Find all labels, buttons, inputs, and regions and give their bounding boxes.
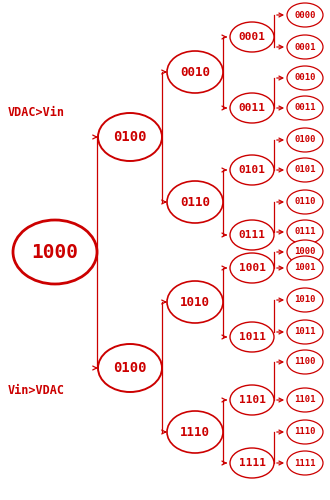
Ellipse shape xyxy=(287,350,323,374)
Ellipse shape xyxy=(287,256,323,280)
Ellipse shape xyxy=(287,190,323,214)
Text: 1110: 1110 xyxy=(180,426,210,438)
Text: 0011: 0011 xyxy=(239,103,266,113)
Ellipse shape xyxy=(167,181,223,223)
Text: 1001: 1001 xyxy=(294,264,316,272)
Ellipse shape xyxy=(287,388,323,412)
Ellipse shape xyxy=(287,320,323,344)
Text: VDAC>Vin: VDAC>Vin xyxy=(8,106,65,118)
Ellipse shape xyxy=(98,344,162,392)
Text: 0111: 0111 xyxy=(239,230,266,240)
Text: 0101: 0101 xyxy=(239,165,266,175)
Text: 1101: 1101 xyxy=(239,395,266,405)
Text: 0011: 0011 xyxy=(294,104,316,112)
Text: 0100: 0100 xyxy=(113,130,147,144)
Text: 0000: 0000 xyxy=(294,10,316,20)
Text: 0010: 0010 xyxy=(294,74,316,82)
Text: 1111: 1111 xyxy=(294,458,316,468)
Ellipse shape xyxy=(287,128,323,152)
Ellipse shape xyxy=(230,93,274,123)
Text: 1000: 1000 xyxy=(31,242,79,262)
Text: 1000: 1000 xyxy=(294,248,316,256)
Ellipse shape xyxy=(98,113,162,161)
Ellipse shape xyxy=(287,35,323,59)
Text: 1010: 1010 xyxy=(180,296,210,308)
Ellipse shape xyxy=(230,448,274,478)
Text: Vin>VDAC: Vin>VDAC xyxy=(8,384,65,396)
Text: 0110: 0110 xyxy=(180,196,210,208)
Text: 1001: 1001 xyxy=(239,263,266,273)
Ellipse shape xyxy=(230,220,274,250)
Ellipse shape xyxy=(287,420,323,444)
Text: 0010: 0010 xyxy=(180,66,210,78)
Text: 1111: 1111 xyxy=(239,458,266,468)
Ellipse shape xyxy=(167,51,223,93)
Ellipse shape xyxy=(230,253,274,283)
Ellipse shape xyxy=(287,3,323,27)
Ellipse shape xyxy=(287,220,323,244)
Ellipse shape xyxy=(287,240,323,264)
Text: 0001: 0001 xyxy=(294,42,316,51)
Text: 1011: 1011 xyxy=(294,328,316,336)
Text: 0110: 0110 xyxy=(294,198,316,206)
Ellipse shape xyxy=(287,66,323,90)
Ellipse shape xyxy=(287,451,323,475)
Text: 1010: 1010 xyxy=(294,296,316,304)
Ellipse shape xyxy=(167,281,223,323)
Ellipse shape xyxy=(230,322,274,352)
Ellipse shape xyxy=(13,220,97,284)
Text: 0100: 0100 xyxy=(113,361,147,375)
Text: 1011: 1011 xyxy=(239,332,266,342)
Ellipse shape xyxy=(287,158,323,182)
Ellipse shape xyxy=(287,288,323,312)
Text: 0101: 0101 xyxy=(294,166,316,174)
Text: 0111: 0111 xyxy=(294,228,316,236)
Text: 0100: 0100 xyxy=(294,136,316,144)
Ellipse shape xyxy=(230,22,274,52)
Text: 0001: 0001 xyxy=(239,32,266,42)
Ellipse shape xyxy=(230,155,274,185)
Ellipse shape xyxy=(287,96,323,120)
Ellipse shape xyxy=(167,411,223,453)
Ellipse shape xyxy=(230,385,274,415)
Text: 1110: 1110 xyxy=(294,428,316,436)
Text: 1100: 1100 xyxy=(294,358,316,366)
Text: 1101: 1101 xyxy=(294,396,316,404)
